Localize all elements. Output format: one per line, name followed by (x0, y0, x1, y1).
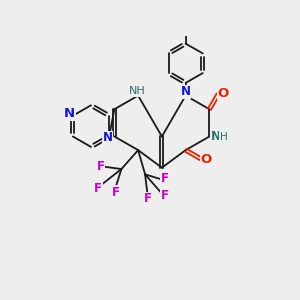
Text: F: F (161, 189, 169, 203)
Text: N: N (211, 130, 221, 143)
Text: F: F (112, 186, 120, 199)
Text: N: N (103, 131, 113, 144)
Text: N: N (64, 107, 75, 120)
Text: F: F (97, 160, 104, 173)
Text: NH: NH (129, 86, 146, 96)
Text: O: O (200, 153, 212, 167)
Text: H: H (220, 132, 228, 142)
Text: F: F (94, 182, 102, 195)
Text: F: F (144, 192, 152, 205)
Text: F: F (161, 172, 169, 185)
Text: N: N (181, 85, 190, 98)
Text: O: O (218, 87, 229, 100)
